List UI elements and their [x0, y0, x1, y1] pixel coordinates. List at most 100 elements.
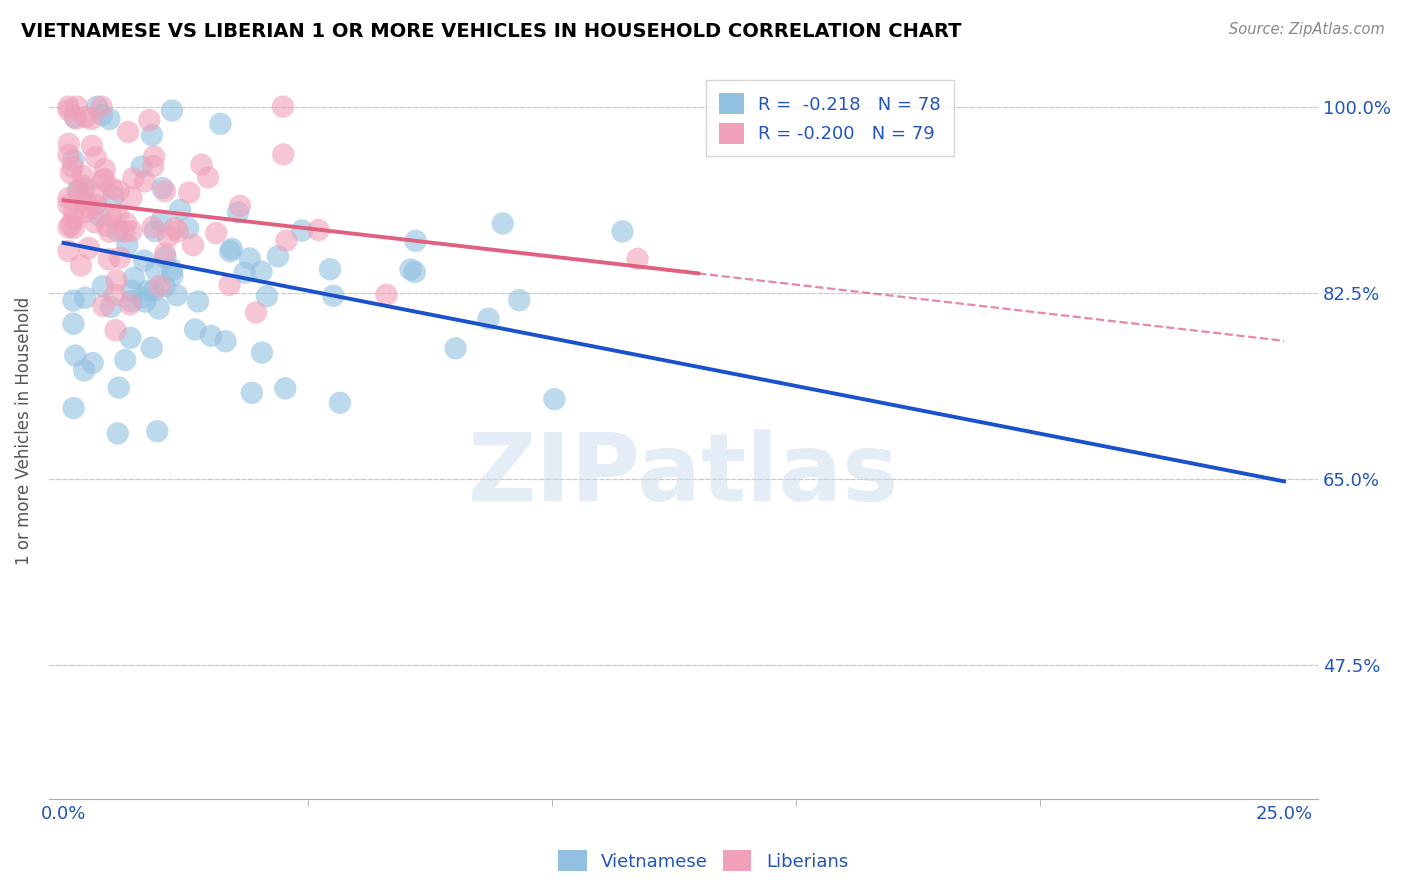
Point	[103, 189, 125, 203]
Point	[121, 284, 143, 298]
Point	[79, 201, 101, 215]
Point	[218, 277, 240, 292]
Point	[66, 184, 89, 198]
Point	[120, 224, 142, 238]
Point	[93, 171, 115, 186]
Point	[101, 181, 124, 195]
Point	[179, 186, 201, 200]
Point	[160, 103, 183, 118]
Point	[80, 112, 103, 126]
Point	[66, 100, 89, 114]
Point	[143, 224, 166, 238]
Point	[444, 341, 467, 355]
Point	[245, 305, 267, 319]
Point	[65, 112, 87, 126]
Point	[73, 181, 96, 195]
Point	[84, 150, 107, 164]
Point	[87, 208, 110, 222]
Point	[322, 289, 344, 303]
Point	[115, 216, 138, 230]
Point	[63, 110, 86, 124]
Point	[65, 349, 87, 363]
Point	[138, 113, 160, 128]
Point	[141, 128, 163, 143]
Point	[105, 273, 128, 287]
Point	[62, 153, 84, 167]
Point	[58, 100, 80, 114]
Point	[239, 252, 262, 266]
Point	[405, 234, 427, 248]
Point	[142, 284, 165, 298]
Point	[86, 100, 108, 114]
Point	[77, 241, 100, 255]
Point	[163, 221, 186, 235]
Point	[107, 224, 129, 238]
Y-axis label: 1 or more Vehicles in Household: 1 or more Vehicles in Household	[15, 297, 32, 566]
Point	[58, 220, 80, 235]
Point	[181, 238, 204, 252]
Point	[62, 221, 84, 235]
Point	[267, 249, 290, 263]
Point	[114, 353, 136, 368]
Point	[58, 244, 80, 259]
Point	[626, 252, 648, 266]
Point	[197, 170, 219, 185]
Point	[153, 246, 176, 260]
Point	[308, 223, 330, 237]
Point	[72, 169, 94, 183]
Point	[100, 300, 122, 314]
Point	[150, 214, 173, 228]
Point	[136, 284, 159, 298]
Point	[91, 279, 114, 293]
Point	[91, 108, 114, 122]
Point	[58, 136, 80, 151]
Point	[104, 323, 127, 337]
Point	[62, 211, 84, 226]
Point	[73, 363, 96, 377]
Point	[233, 266, 256, 280]
Point	[69, 183, 91, 197]
Point	[107, 426, 129, 441]
Point	[149, 278, 172, 293]
Point	[177, 221, 200, 235]
Point	[122, 171, 145, 186]
Point	[143, 150, 166, 164]
Point	[399, 262, 422, 277]
Point	[187, 294, 209, 309]
Point	[59, 219, 82, 233]
Point	[98, 225, 121, 239]
Point	[121, 190, 143, 204]
Point	[131, 160, 153, 174]
Point	[96, 219, 118, 233]
Point	[93, 161, 115, 176]
Point	[276, 234, 298, 248]
Point	[160, 262, 183, 277]
Point	[153, 184, 176, 198]
Point	[73, 205, 96, 219]
Point	[169, 202, 191, 217]
Point	[148, 301, 170, 316]
Point	[142, 159, 165, 173]
Point	[59, 166, 82, 180]
Point	[62, 160, 84, 174]
Point	[205, 226, 228, 240]
Point	[104, 287, 127, 301]
Legend: R =  -0.218   N = 78, R = -0.200   N = 79: R = -0.218 N = 78, R = -0.200 N = 79	[706, 80, 953, 156]
Point	[184, 322, 207, 336]
Text: ZIPatlas: ZIPatlas	[468, 429, 900, 521]
Point	[134, 174, 156, 188]
Point	[166, 288, 188, 302]
Point	[329, 396, 352, 410]
Point	[375, 287, 398, 301]
Point	[100, 210, 122, 224]
Point	[62, 317, 84, 331]
Point	[190, 158, 212, 172]
Point	[58, 148, 80, 162]
Point	[219, 244, 242, 259]
Point	[107, 184, 129, 198]
Point	[84, 197, 107, 211]
Point	[153, 279, 176, 293]
Point	[58, 103, 80, 117]
Point	[477, 311, 499, 326]
Point	[58, 191, 80, 205]
